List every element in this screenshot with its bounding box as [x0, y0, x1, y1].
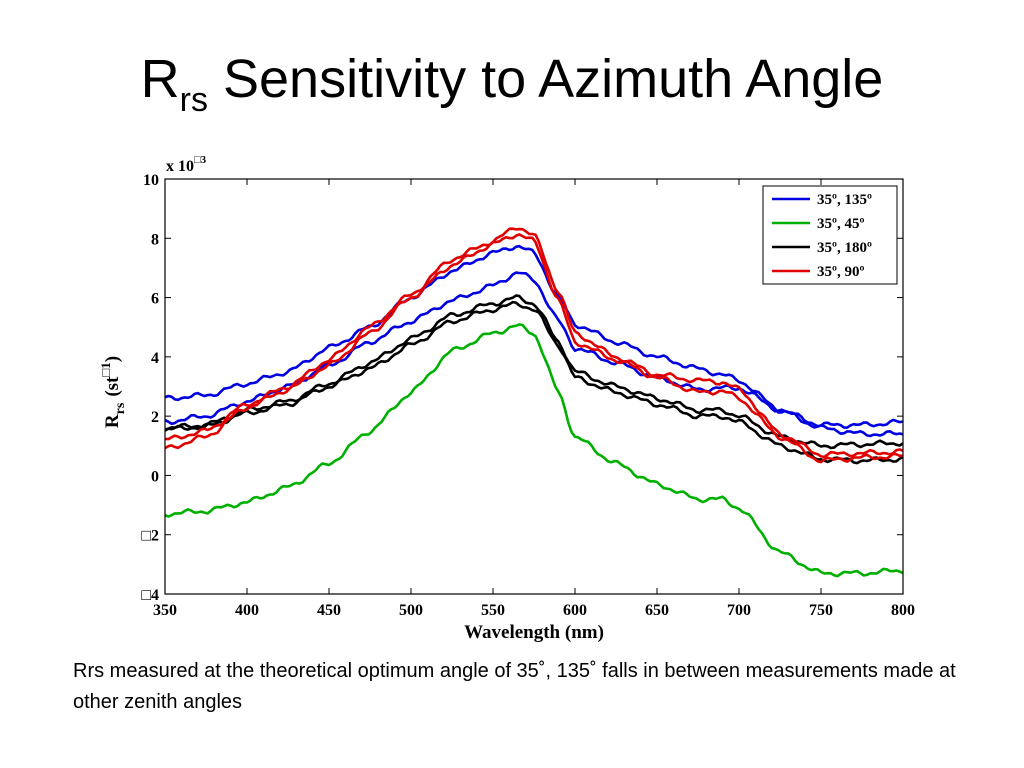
x-tick-label: 500	[399, 602, 423, 619]
x-tick-label: 550	[481, 602, 505, 619]
x-tick-label: 350	[153, 602, 177, 619]
title-main: R	[140, 49, 180, 109]
series-line	[165, 294, 903, 450]
x-tick-label: 800	[891, 602, 915, 619]
rrs-line-chart: 350 400 450 500 550 600 650 700 750 800 □4 □2 0 2 4 6 8 1…	[98, 154, 915, 643]
legend-label: 35º, 135º	[817, 192, 872, 208]
y-tick-label: 8	[151, 231, 159, 248]
x-tick-label: 700	[727, 602, 751, 619]
x-tick-label: 750	[809, 602, 833, 619]
series-line	[165, 244, 903, 429]
slide-title: Rrs Sensitivity to Azimuth Angle	[0, 48, 1024, 120]
y-tick-label: 2	[151, 409, 159, 426]
legend-label: 35º, 180º	[817, 240, 872, 256]
x-tick-label: 650	[645, 602, 669, 619]
axes-box	[164, 178, 904, 595]
series-layer	[165, 227, 903, 578]
x-tick-label: 600	[563, 602, 587, 619]
y-tick-label: 0	[151, 468, 159, 485]
ticks-layer: 350 400 450 500 550 600 650 700 750 800 □4 □2 0 2 4 6 8 1…	[141, 172, 915, 619]
y-tick-label: 6	[151, 291, 159, 308]
y-tick-label: 10	[143, 172, 159, 189]
x-axis-title: Wavelength (nm)	[464, 622, 604, 643]
slide-caption: Rrs measured at the theoretical optimum …	[73, 660, 956, 713]
legend-label: 35º, 90º	[817, 264, 864, 280]
y-tick-label: □4	[141, 587, 159, 604]
legend-label: 35º, 45º	[817, 216, 864, 232]
y-multiplier: x 10□3	[166, 154, 207, 175]
x-tick-label: 400	[235, 602, 259, 619]
y-axis-title: Rrs(st□1)	[98, 356, 128, 428]
legend-box	[762, 185, 898, 285]
title-subscript: rs	[179, 81, 208, 119]
series-line	[165, 300, 903, 465]
title-rest: Sensitivity to Azimuth Angle	[207, 49, 884, 109]
series-line	[165, 323, 903, 578]
y-tick-label: 4	[151, 350, 159, 367]
legend: 35º, 135º 35º, 45º 35º, 180º 35º, 90º	[762, 185, 898, 285]
x-tick-label: 450	[317, 602, 341, 619]
series-line	[165, 233, 903, 464]
y-tick-label: □2	[141, 528, 159, 545]
series-line	[165, 271, 903, 438]
